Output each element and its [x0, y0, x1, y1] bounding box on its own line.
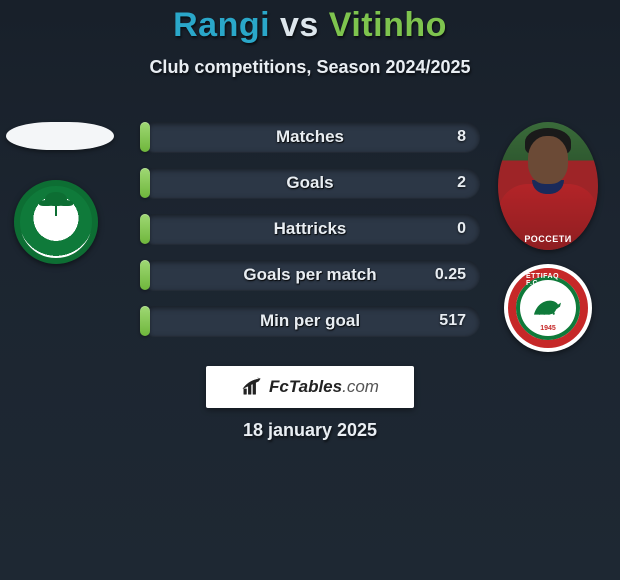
stats-list: Matches 8 Goals 2 Hattricks 0 Goals per …: [140, 122, 480, 352]
stat-label: Goals per match: [140, 260, 480, 290]
stat-label: Hattricks: [140, 214, 480, 244]
player2-photo: РОССЕТИ: [498, 122, 598, 250]
stat-value: 517: [439, 306, 466, 336]
player2-side: РОССЕТИ ETTIFAQ F.C 1945: [488, 122, 608, 352]
stat-value: 2: [457, 168, 466, 198]
chart-icon: [241, 376, 263, 398]
subtitle: Club competitions, Season 2024/2025: [0, 57, 620, 78]
stat-label: Min per goal: [140, 306, 480, 336]
crest-year: 1945: [540, 325, 556, 332]
jersey-sponsor: РОССЕТИ: [524, 234, 571, 244]
badge-domain: .com: [342, 377, 379, 396]
fctables-badge[interactable]: FcTables.com: [206, 366, 414, 408]
crest-ring-text: ETTIFAQ F.C: [526, 273, 570, 287]
player2-club-crest: ETTIFAQ F.C 1945: [504, 264, 592, 352]
stat-label: Goals: [140, 168, 480, 198]
vs-text: vs: [280, 6, 319, 44]
stat-label: Matches: [140, 122, 480, 152]
player2-name: Vitinho: [329, 6, 447, 44]
stat-row: Goals 2: [140, 168, 480, 198]
stat-row: Matches 8: [140, 122, 480, 152]
player1-side: [6, 122, 126, 264]
player1-name: Rangi: [173, 6, 270, 44]
comparison-title: Rangi vs Vitinho: [0, 0, 620, 45]
stat-value: 8: [457, 122, 466, 152]
horse-icon: [530, 293, 566, 321]
player1-club-crest: [14, 180, 98, 264]
stat-row: Min per goal 517: [140, 306, 480, 336]
stat-value: 0.25: [435, 260, 466, 290]
stat-value: 0: [457, 214, 466, 244]
badge-brand: FcTables: [269, 377, 342, 396]
comparison-date: 18 january 2025: [243, 420, 377, 441]
badge-text: FcTables.com: [269, 377, 379, 397]
stat-row: Hattricks 0: [140, 214, 480, 244]
stat-row: Goals per match 0.25: [140, 260, 480, 290]
player1-silhouette: [6, 122, 114, 150]
